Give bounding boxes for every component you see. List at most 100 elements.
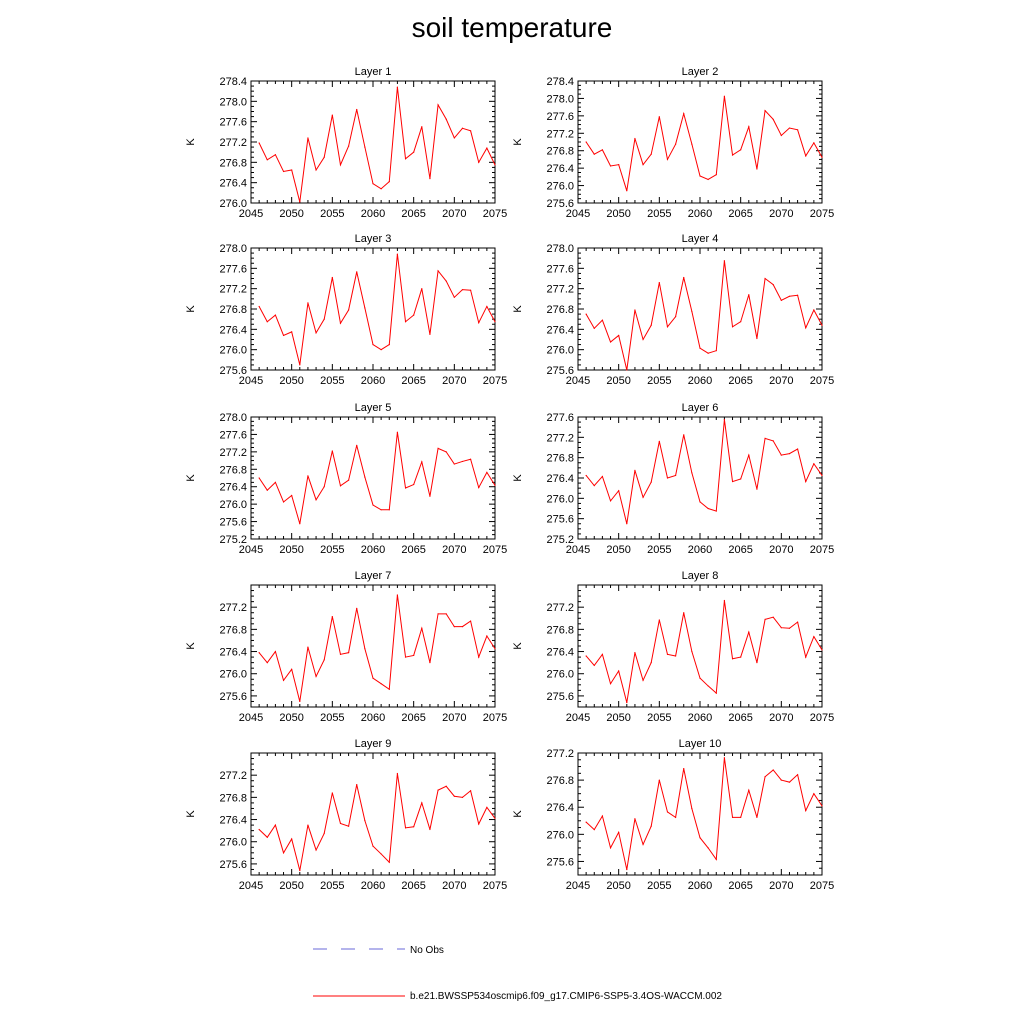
data-point (756, 662, 758, 664)
data-point (788, 781, 791, 783)
data-point (772, 616, 774, 618)
x-tick-label: 2065 (401, 544, 425, 556)
y-tick-label: 276.8 (219, 304, 247, 316)
data-point (683, 434, 685, 436)
data-point (339, 164, 342, 166)
panel-title: Layer 8 (682, 570, 719, 582)
data-point (299, 523, 301, 525)
data-point (772, 769, 774, 771)
y-tick-label: 276.4 (546, 324, 574, 336)
data-point (675, 655, 677, 657)
series-line (585, 260, 823, 371)
data-point (642, 338, 644, 341)
x-tick-label: 2070 (769, 375, 793, 387)
data-point (650, 825, 652, 827)
data-point (315, 499, 317, 501)
y-tick-label: 275.2 (546, 534, 574, 546)
data-point (715, 174, 717, 176)
data-point (764, 110, 766, 112)
data-point (429, 178, 431, 180)
x-tick-label: 2050 (606, 375, 630, 387)
data-point (797, 448, 799, 450)
data-point (478, 322, 480, 324)
chart-panel-7: Layer 7 K 2045 2050 2055 2060 2065 2070 2075 275.… (185, 570, 507, 724)
data-point (821, 324, 823, 326)
data-point (634, 137, 636, 140)
y-tick-label: 276.8 (546, 453, 574, 465)
data-point (453, 137, 455, 139)
data-point (650, 481, 652, 483)
data-point (315, 332, 317, 334)
data-point (650, 324, 652, 326)
data-point (396, 431, 398, 433)
data-point (388, 181, 390, 183)
y-tick-label: 275.6 (546, 856, 574, 868)
panel-title: Layer 10 (679, 738, 722, 750)
data-point (307, 302, 309, 304)
y-tick-label: 276.8 (219, 157, 247, 169)
x-tick-label: 2070 (442, 544, 466, 556)
plot-frame (250, 247, 496, 371)
data-point (388, 688, 390, 690)
y-axis-label: K (512, 305, 524, 313)
y-tick-label: 278.0 (546, 243, 574, 255)
data-point (413, 826, 415, 828)
x-tick-label: 2065 (728, 712, 752, 724)
y-tick-label: 277.6 (219, 263, 247, 275)
y-tick-label: 277.2 (219, 770, 247, 782)
data-point (388, 861, 390, 863)
data-point (609, 165, 612, 167)
data-point (707, 507, 709, 510)
data-point (421, 461, 423, 463)
data-point (274, 650, 276, 653)
data-point (805, 656, 807, 658)
x-tick-label: 2075 (483, 712, 507, 724)
data-point (699, 347, 701, 349)
data-point (797, 294, 799, 296)
data-point (593, 664, 595, 667)
data-point (470, 289, 472, 291)
y-tick-label: 275.6 (219, 365, 247, 377)
data-point (307, 824, 309, 826)
data-point (404, 158, 407, 160)
x-tick-label: 2075 (483, 544, 507, 556)
x-tick-label: 2075 (810, 544, 834, 556)
series-line (258, 254, 496, 366)
data-point (299, 364, 301, 366)
data-point (764, 437, 766, 439)
panel-title: Layer 3 (355, 233, 392, 245)
data-point (715, 692, 717, 694)
y-axis-label: K (185, 642, 197, 650)
x-tick-label: 2045 (566, 208, 590, 220)
data-point (372, 504, 374, 506)
data-point (618, 164, 620, 166)
y-tick-label: 278.0 (219, 96, 247, 108)
data-point (601, 319, 604, 321)
chart-panel-10: Layer 10 K 2045 2050 2055 2060 2065 2070 2075 275… (512, 738, 834, 892)
data-point (731, 480, 734, 483)
y-tick-label: 276.0 (546, 669, 574, 681)
data-point (642, 496, 644, 498)
y-tick-label: 276.0 (219, 669, 247, 681)
y-tick-label: 276.0 (219, 198, 247, 210)
data-point (258, 142, 260, 144)
data-point (707, 352, 709, 354)
data-point (348, 825, 350, 827)
data-point (486, 806, 488, 808)
data-point (813, 463, 815, 465)
data-point (642, 164, 644, 166)
data-point (258, 477, 260, 479)
x-tick-label: 2055 (647, 880, 671, 892)
data-point (780, 627, 782, 629)
y-tick-label: 277.2 (219, 447, 247, 459)
data-point (461, 127, 464, 129)
data-point (388, 509, 390, 511)
data-point (396, 86, 398, 88)
data-point (282, 501, 285, 503)
data-point (715, 858, 717, 861)
x-tick-label: 2065 (401, 880, 425, 892)
data-point (691, 310, 693, 313)
data-point (699, 501, 701, 503)
x-tick-label: 2050 (606, 880, 630, 892)
